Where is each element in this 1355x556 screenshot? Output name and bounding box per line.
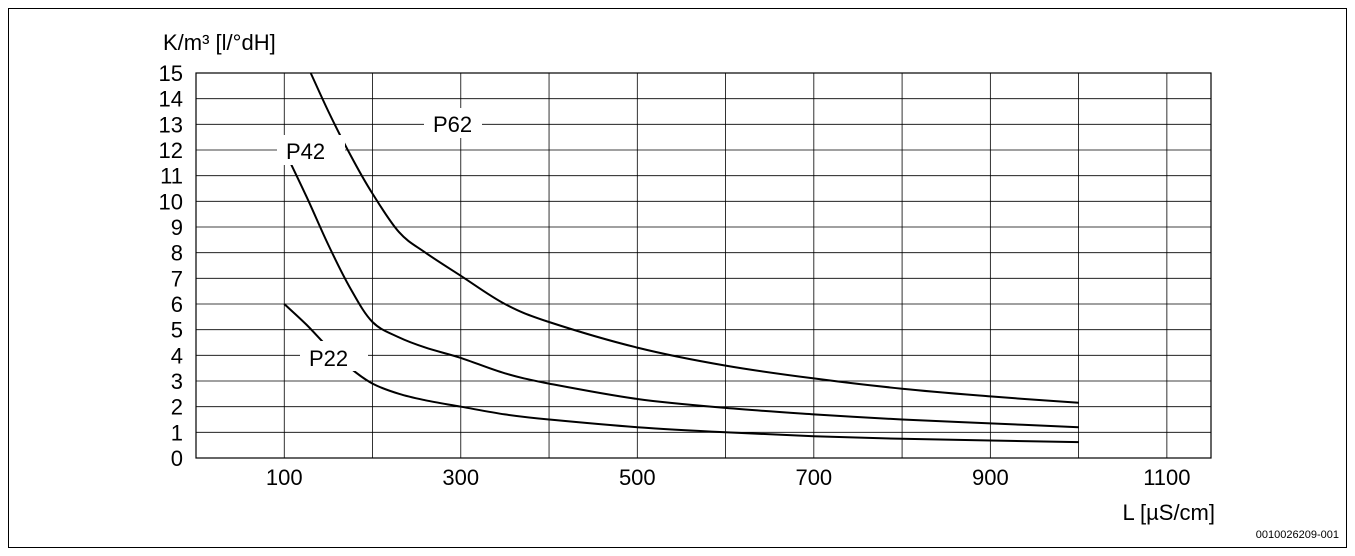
y-tick-label: 2 xyxy=(171,395,183,420)
x-tick-label: 500 xyxy=(619,465,656,490)
y-tick-label: 9 xyxy=(171,215,183,240)
series-line-p62 xyxy=(309,72,1079,404)
y-tick-label: 8 xyxy=(171,241,183,266)
y-tick-label: 3 xyxy=(171,369,183,394)
y-tick-label: 12 xyxy=(159,138,183,163)
x-tick-label: 100 xyxy=(266,465,303,490)
y-tick-label: 15 xyxy=(159,61,183,86)
series-label-p22-group: P22 xyxy=(300,341,368,371)
x-tick-label: 300 xyxy=(442,465,479,490)
y-tick-label: 13 xyxy=(159,112,183,137)
series-lines xyxy=(283,72,1079,444)
y-tick-label: 10 xyxy=(159,189,183,214)
y-tick-label: 0 xyxy=(171,446,183,471)
series-label-p62: P62 xyxy=(433,112,472,137)
series-label-p62-group: P62 xyxy=(424,108,482,138)
x-tick-labels: 100 300 500 700 900 1100 xyxy=(266,465,1191,490)
x-tick-label: 1100 xyxy=(1143,465,1190,490)
x-tick-label: 700 xyxy=(795,465,832,490)
series-label-p42: P42 xyxy=(286,139,325,164)
y-tick-label: 7 xyxy=(171,266,183,291)
x-tick-label: 900 xyxy=(972,465,1009,490)
figure-code: 0010026209-001 xyxy=(1256,529,1339,541)
x-axis-title: L [µS/cm] xyxy=(1122,500,1215,525)
y-axis-title: K/m³ [l/°dH] xyxy=(163,30,276,55)
series-label-p42-group: P42 xyxy=(277,135,345,165)
y-tick-label: 11 xyxy=(160,164,183,189)
y-tick-label: 1 xyxy=(171,420,183,445)
y-tick-label: 14 xyxy=(159,87,183,112)
chart-frame xyxy=(8,8,1347,548)
series-label-p22: P22 xyxy=(309,346,348,371)
series-line-p42 xyxy=(283,149,1079,429)
y-tick-label: 5 xyxy=(171,318,183,343)
plot-area-border xyxy=(195,72,1212,459)
grid xyxy=(195,72,1212,459)
y-tick-label: 4 xyxy=(171,343,183,368)
y-tick-label: 6 xyxy=(171,292,183,317)
